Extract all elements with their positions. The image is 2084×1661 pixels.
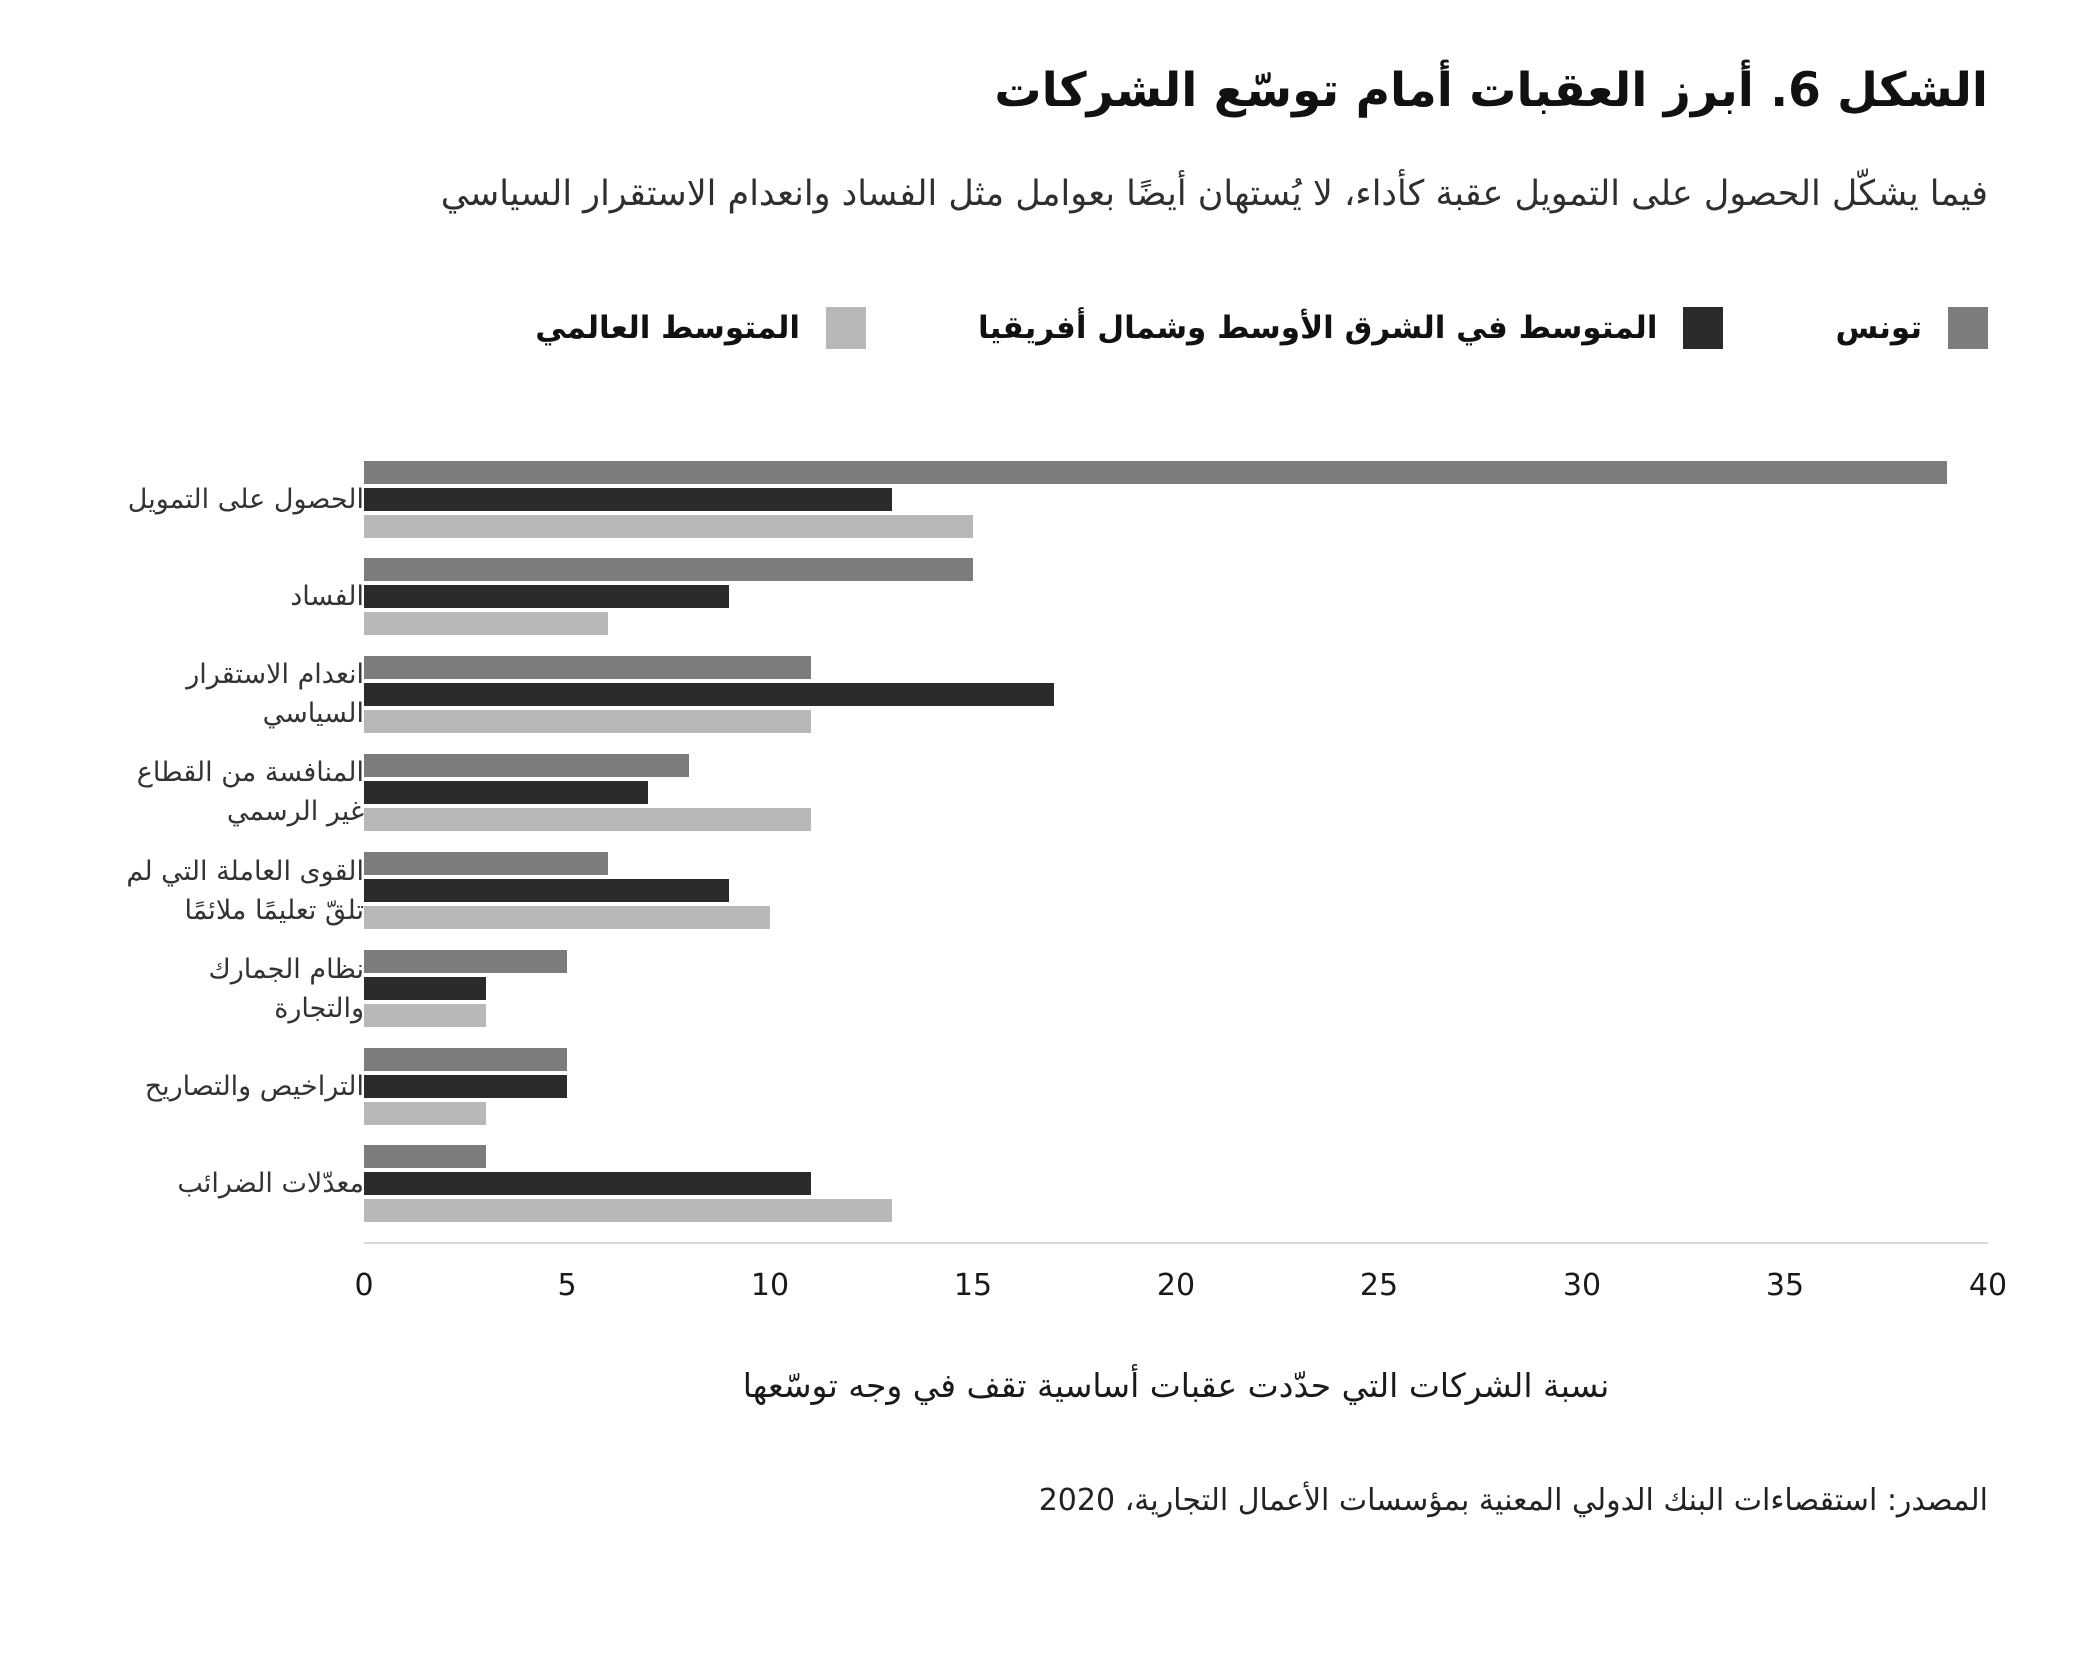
x-tick-label: 35 bbox=[1765, 1268, 1805, 1304]
bar bbox=[364, 753, 689, 777]
bar-group: الحصول على التمويل bbox=[92, 461, 1988, 538]
axis-spacer bbox=[92, 1242, 364, 1320]
bar-chart: الحصول على التمويل الفساد انعدام الاستقرار… bbox=[92, 461, 2007, 1405]
bar bbox=[364, 977, 486, 1001]
bar bbox=[364, 780, 649, 804]
category-label: معدّلات الضرائب bbox=[177, 1168, 364, 1200]
x-axis-title: نسبة الشركات التي حدّدت عقبات أساسية تقف… bbox=[742, 1366, 1610, 1406]
bar-group: الفساد bbox=[92, 558, 1988, 635]
bar-group: المنافسة من القطاع غير الرسمي bbox=[92, 753, 1988, 831]
bar bbox=[364, 488, 892, 511]
bar bbox=[364, 1199, 892, 1223]
legend-swatch bbox=[1948, 307, 1988, 349]
legend-label: تونس bbox=[1835, 310, 1922, 346]
bar-group: معدّلات الضرائب bbox=[92, 1145, 1988, 1223]
bar bbox=[364, 655, 811, 679]
legend-swatch bbox=[1683, 307, 1724, 349]
x-tick-label: 0 bbox=[354, 1268, 374, 1304]
bar-group-bars bbox=[364, 655, 1988, 733]
legend-item: تونس bbox=[1835, 307, 1988, 349]
category-label: المنافسة من القطاع غير الرسمي bbox=[136, 757, 364, 828]
bar-group-bars bbox=[364, 852, 1988, 930]
legend-swatch bbox=[826, 307, 866, 349]
x-tick-label: 40 bbox=[1968, 1268, 2008, 1304]
category-label: نظام الجمارك والتجارة bbox=[208, 953, 364, 1024]
bar-group-bars bbox=[364, 950, 1988, 1028]
legend-label: المتوسط في الشرق الأوسط وشمال أفريقيا bbox=[978, 310, 1658, 346]
bar bbox=[364, 461, 1948, 484]
bar-group-bars bbox=[364, 753, 1988, 831]
bar bbox=[364, 879, 730, 903]
bar bbox=[364, 1145, 486, 1169]
x-tick-label: 15 bbox=[953, 1268, 993, 1304]
category-label: انعدام الاستقرار السياسي bbox=[186, 659, 364, 730]
x-tick-label: 20 bbox=[1156, 1268, 1196, 1304]
bar bbox=[364, 709, 811, 733]
bar bbox=[364, 585, 730, 608]
bar-group-bars bbox=[364, 1048, 1988, 1126]
bar bbox=[364, 612, 608, 635]
page-title: الشكل 6. أبرز العقبات أمام توسّع الشركات bbox=[994, 63, 1988, 118]
bar-group: انعدام الاستقرار السياسي bbox=[92, 655, 1988, 733]
category-label: الفساد bbox=[290, 580, 364, 612]
x-tick-label: 30 bbox=[1562, 1268, 1602, 1304]
x-axis-title-spacer bbox=[92, 1366, 364, 1405]
x-axis: 0 5 10 15 20 25 30 35 40 bbox=[92, 1242, 2007, 1320]
bar bbox=[364, 1075, 567, 1099]
bar-group: القوى العاملة التي لم تلقّ تعليمًا ملائم… bbox=[92, 852, 1988, 930]
x-tick-label: 5 bbox=[557, 1268, 577, 1304]
bar bbox=[364, 852, 608, 876]
bar bbox=[364, 682, 1055, 706]
bar bbox=[364, 1102, 486, 1126]
legend-item: المتوسط العالمي bbox=[535, 307, 866, 349]
x-tick-label: 25 bbox=[1359, 1268, 1399, 1304]
legend-label: المتوسط العالمي bbox=[535, 310, 800, 346]
bar bbox=[364, 1048, 567, 1072]
category-label: الحصول على التمويل bbox=[127, 483, 364, 515]
bar bbox=[364, 1172, 811, 1196]
bar bbox=[364, 515, 973, 538]
source-note: المصدر: استقصاءات البنك الدولي المعنية ب… bbox=[1038, 1483, 1988, 1519]
bar bbox=[364, 906, 770, 930]
bar-group-bars bbox=[364, 558, 1988, 635]
chart-subtitle: فيما يشكّل الحصول على التمويل عقبة كأداء… bbox=[440, 173, 1988, 214]
bar bbox=[364, 558, 973, 581]
x-tick-label: 10 bbox=[750, 1268, 790, 1304]
category-label: التراخيص والتصاريح bbox=[144, 1071, 364, 1103]
axis-line: 0 5 10 15 20 25 30 35 40 bbox=[354, 1242, 2007, 1320]
x-axis-title-row: نسبة الشركات التي حدّدت عقبات أساسية تقف… bbox=[92, 1366, 1988, 1405]
category-label: القوى العاملة التي لم تلقّ تعليمًا ملائم… bbox=[126, 855, 364, 926]
bar-group-bars bbox=[364, 461, 1988, 538]
legend: تونس المتوسط في الشرق الأوسط وشمال أفريقي… bbox=[92, 307, 1988, 349]
bar-group-bars bbox=[364, 1145, 1988, 1223]
legend-item: المتوسط في الشرق الأوسط وشمال أفريقيا bbox=[978, 307, 1724, 349]
bar-groups: الحصول على التمويل الفساد انعدام الاستقرار… bbox=[92, 461, 1988, 1223]
bar bbox=[364, 807, 811, 831]
bar-group: التراخيص والتصاريح bbox=[92, 1048, 1988, 1126]
bar bbox=[364, 950, 567, 974]
bar bbox=[364, 1004, 486, 1028]
bar-group: نظام الجمارك والتجارة bbox=[92, 950, 1988, 1028]
